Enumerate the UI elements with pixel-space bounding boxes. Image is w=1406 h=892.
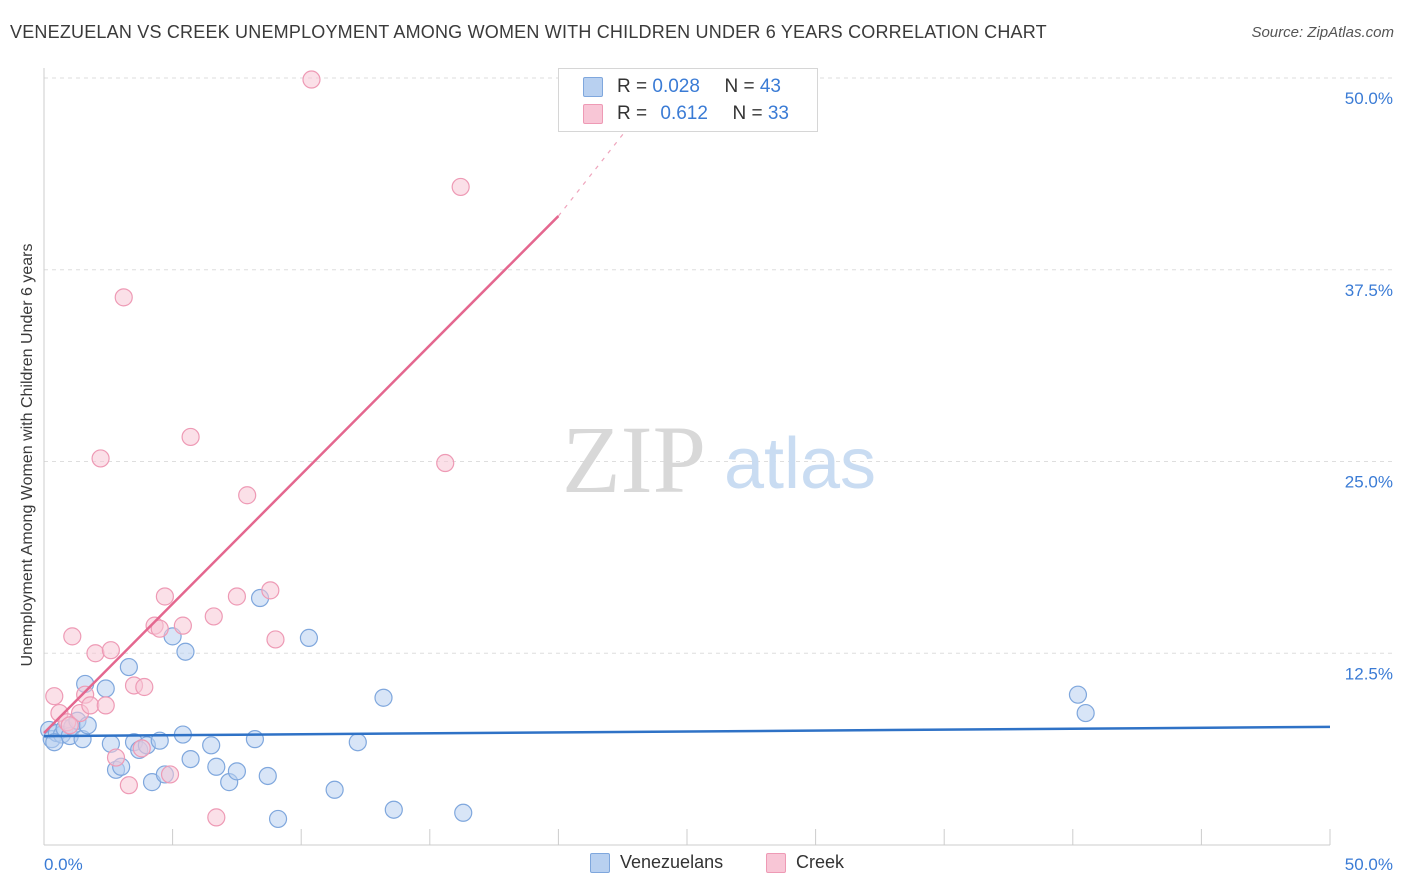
y-tick-label: 37.5% <box>1345 281 1393 300</box>
venezuelan-point <box>454 803 473 822</box>
venezuelan-point <box>348 733 367 752</box>
creek-point <box>204 607 223 626</box>
creek-point <box>96 696 115 715</box>
venezuelan-point <box>207 757 226 776</box>
chart-title: VENEZUELAN VS CREEK UNEMPLOYMENT AMONG W… <box>10 22 1047 42</box>
creek-point <box>132 739 151 758</box>
venezuelan-point <box>384 800 403 819</box>
creek-point <box>101 641 120 660</box>
creek-point <box>135 677 154 697</box>
trend-lines <box>43 98 1331 738</box>
venezuelan-point <box>45 733 64 752</box>
creek-point <box>302 70 321 89</box>
creek-point <box>106 748 126 767</box>
y-tick-label: 25.0% <box>1345 473 1393 492</box>
creek-legend-swatch <box>766 852 786 873</box>
venezuelans-legend-swatch <box>590 852 610 873</box>
venezuelans-r-value: 0.028 <box>652 76 700 97</box>
creek-point <box>173 616 192 635</box>
venezuelan-point <box>258 766 277 786</box>
x-tick-label-min: 0.0% <box>44 855 83 874</box>
creek-legend-label: Creek <box>796 852 845 872</box>
venezuelan-point <box>299 628 319 648</box>
venezuelans-n-value: 43 <box>759 76 781 97</box>
creek-point <box>261 581 280 600</box>
creek-point <box>436 453 455 473</box>
creek-n-label: N = <box>732 103 768 124</box>
venezuelan-point <box>96 679 115 698</box>
legend-item-venezuelans[interactable]: Venezuelans <box>590 852 723 873</box>
creek-point <box>86 644 105 663</box>
source-label: Source: ZipAtlas.com <box>1251 24 1394 41</box>
creek-point <box>119 776 138 795</box>
y-tick-label: 50.0% <box>1345 89 1393 108</box>
venezuelan-point <box>268 809 288 829</box>
creek-point <box>227 587 246 606</box>
creek-point <box>60 716 79 735</box>
creek-point <box>451 177 470 197</box>
creek-point <box>63 627 82 646</box>
series-legend: Venezuelans Creek <box>0 852 1406 878</box>
creek-point <box>160 765 180 784</box>
creek-n-value: 33 <box>767 103 789 124</box>
watermark: ZIP atlas <box>562 406 876 513</box>
data-points <box>40 70 1095 829</box>
creek-point <box>238 486 257 505</box>
watermark-zip: ZIP <box>562 406 706 513</box>
creek-trend-line <box>43 215 560 734</box>
creek-point <box>155 587 174 606</box>
axes <box>43 68 1331 846</box>
y-tick-label: 12.5% <box>1345 664 1393 683</box>
creek-point <box>266 630 285 649</box>
gridlines <box>44 77 1394 654</box>
venezuelan-point <box>181 749 200 769</box>
tick-labels: 12.5% 25.0% 37.5% 50.0% 0.0% 50.0% <box>44 89 1393 874</box>
venezuelan-point <box>119 657 138 677</box>
creek-swatch <box>583 104 603 124</box>
x-tick-label-max: 50.0% <box>1345 855 1393 874</box>
creek-point <box>81 696 100 715</box>
creek-point <box>150 619 169 638</box>
venezuelan-point <box>325 780 344 799</box>
watermark-atlas: atlas <box>724 424 876 504</box>
venezuelan-point <box>202 736 221 755</box>
venezuelan-point <box>1076 703 1095 723</box>
creek-r-value: 0.612 <box>660 103 708 124</box>
creek-point <box>45 687 64 706</box>
venezuelan-trend-line <box>43 725 1331 738</box>
venezuelan-point <box>176 642 195 661</box>
venezuelans-r-label: R = <box>617 76 653 97</box>
venezuelans-swatch <box>583 77 603 97</box>
creek-point <box>181 427 200 447</box>
venezuelan-point <box>374 688 393 707</box>
legend-item-creek[interactable]: Creek <box>766 852 844 873</box>
creek-point <box>114 288 133 307</box>
creek-point <box>91 449 110 468</box>
venezuelan-point <box>245 730 265 749</box>
venezuelans-n-label: N = <box>724 76 760 97</box>
venezuelans-legend-label: Venezuelans <box>620 852 724 872</box>
venezuelan-point <box>227 762 246 781</box>
creek-point <box>207 808 226 827</box>
creek-r-label: R = <box>617 103 653 124</box>
correlation-legend: R = 0.028 N = 43 R = 0.612 N = 33 <box>558 68 818 132</box>
venezuelan-point <box>1068 685 1088 704</box>
